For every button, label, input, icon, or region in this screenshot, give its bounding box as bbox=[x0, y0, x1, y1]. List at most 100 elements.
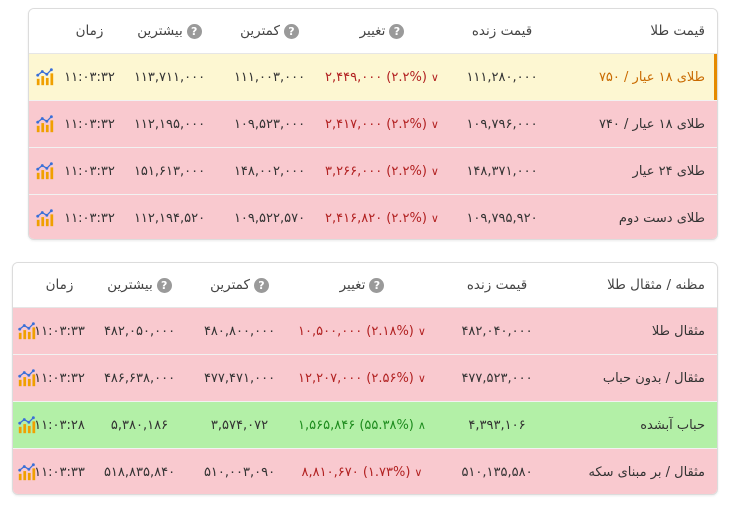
price-change: ∨ ۱۲,۲۰۷,۰۰۰ (۲.۵۶%) bbox=[292, 355, 432, 401]
row-name[interactable]: طلای ۱۸ عیار / ۷۴۰ bbox=[555, 101, 705, 147]
price-change-value: ۲,۴۱۶,۸۲۰ (۲.۲%) bbox=[325, 210, 427, 226]
row-name-label: طلای ۱۸ عیار / ۷۵۰ bbox=[598, 69, 705, 85]
update-time: ۱۱:۰۳:۳۲ bbox=[64, 163, 115, 179]
row-name-label: طلای ۲۴ عیار bbox=[632, 163, 705, 179]
price-change-value: ۲,۴۴۹,۰۰۰ (۲.۲%) bbox=[325, 69, 427, 85]
update-time: ۱۱:۰۳:۳۳ bbox=[34, 464, 85, 480]
chart-icon[interactable] bbox=[35, 101, 55, 147]
row-name[interactable]: مثقال / بر مبنای سکه bbox=[575, 449, 705, 494]
update-time: ۱۱:۰۳:۳۲ bbox=[64, 210, 115, 226]
gold-price-table: قیمت طلا قیمت زنده? تغییر? کمترین? بیشترین زم… bbox=[28, 8, 718, 240]
max-price: ۱۱۲,۱۹۴,۵۲۰ bbox=[133, 210, 206, 226]
price-change: ∨ ۳,۲۶۶,۰۰۰ (۲.۲%) bbox=[322, 148, 442, 194]
update-time: ۱۱:۰۳:۲۸ bbox=[34, 417, 85, 433]
table-row[interactable]: طلای ۱۸ عیار / ۷۴۰ ۱۰۹,۷۹۶,۰۰۰ ∨ ۲,۴۱۷,۰۰۰ … bbox=[29, 101, 717, 148]
table-row[interactable]: طلای ۲۴ عیار ۱۴۸,۳۷۱,۰۰۰ ∨ ۳,۲۶۶,۰۰۰ (۲.۲%)… bbox=[29, 148, 717, 195]
update-time: ۱۱:۰۳:۳۲ bbox=[64, 116, 115, 132]
chevron-down-icon: ∨ bbox=[430, 164, 439, 178]
max-price: ۴۸۶,۶۳۸,۰۰۰ bbox=[103, 370, 176, 386]
update-time: ۱۱:۰۳:۳۳ bbox=[34, 323, 85, 339]
row-name-label: طلای ۱۸ عیار / ۷۴۰ bbox=[598, 116, 705, 132]
chevron-down-icon: ∨ bbox=[414, 465, 423, 479]
live-price: ۴,۳۹۳,۱۰۶ bbox=[468, 417, 526, 433]
live-price: ۵۱۰,۱۳۵,۵۸۰ bbox=[461, 464, 533, 480]
update-time: ۱۱:۰۳:۳۲ bbox=[64, 69, 115, 85]
price-change-value: ۲,۴۱۷,۰۰۰ (۲.۲%) bbox=[325, 116, 427, 132]
min-price: ۱۰۹,۵۲۲,۵۷۰ bbox=[233, 210, 306, 226]
row-name[interactable]: مثقال طلا bbox=[575, 308, 705, 354]
price-change-value: ۱۰,۵۰۰,۰۰۰ (۲.۱۸%) bbox=[298, 323, 414, 339]
min-price: ۳,۵۷۴,۰۷۲ bbox=[210, 417, 269, 433]
header-label: مظنه / مثقال طلا bbox=[607, 277, 705, 293]
chevron-down-icon: ∨ bbox=[430, 211, 439, 225]
chart-icon[interactable] bbox=[17, 402, 37, 448]
price-change-value: ۸,۸۱۰,۶۷۰ (۱.۷۳%) bbox=[301, 464, 411, 480]
table-row[interactable]: حباب آبشده ۴,۳۹۳,۱۰۶ ∧ ۱,۵۶۵,۸۴۶ (۵۵.۳۸%) ۳,… bbox=[13, 402, 717, 449]
min-price: ۱۱۱,۰۰۳,۰۰۰ bbox=[233, 69, 306, 85]
row-name-label: مثقال طلا bbox=[651, 323, 705, 339]
min-price: ۱۴۸,۰۰۲,۰۰۰ bbox=[233, 163, 306, 179]
update-time: ۱۱:۰۳:۳۲ bbox=[34, 370, 85, 386]
header-name: مظنه / مثقال طلا bbox=[575, 263, 705, 307]
price-change-value: ۳,۲۶۶,۰۰۰ (۲.۲%) bbox=[325, 163, 427, 179]
live-price: ۴۷۷,۵۲۳,۰۰۰ bbox=[461, 370, 533, 386]
table-row[interactable]: طلای ۱۸ عیار / ۷۵۰ ۱۱۱,۲۸۰,۰۰۰ ∨ ۲,۴۴۹,۰۰۰ … bbox=[29, 54, 717, 101]
price-change: ∨ ۸,۸۱۰,۶۷۰ (۱.۷۳%) bbox=[292, 449, 432, 494]
header-name: قیمت طلا bbox=[555, 9, 705, 53]
chart-icon[interactable] bbox=[17, 308, 37, 354]
max-price: ۱۱۲,۱۹۵,۰۰۰ bbox=[133, 116, 206, 132]
mesghal-price-table: مظنه / مثقال طلا قیمت زنده? تغییر? کمترین? ب… bbox=[12, 262, 718, 495]
row-name-label: طلای دست دوم bbox=[618, 210, 705, 226]
chart-icon[interactable] bbox=[17, 355, 37, 401]
table2-header: مظنه / مثقال طلا قیمت زنده? تغییر? کمترین? ب… bbox=[13, 263, 717, 308]
selected-row-indicator bbox=[714, 54, 717, 100]
live-price: ۱۴۸,۳۷۱,۰۰۰ bbox=[466, 163, 538, 179]
table-row[interactable]: طلای دست دوم ۱۰۹,۷۹۵,۹۲۰ ∨ ۲,۴۱۶,۸۲۰ (۲.۲%)… bbox=[29, 195, 717, 239]
min-price: ۴۸۰,۸۰۰,۰۰۰ bbox=[203, 323, 276, 339]
header-live: قیمت زنده bbox=[437, 263, 557, 307]
header-time: زمان bbox=[32, 263, 87, 307]
price-change: ∧ ۱,۵۶۵,۸۴۶ (۵۵.۳۸%) bbox=[292, 402, 432, 448]
max-price: ۱۵۱,۶۱۳,۰۰۰ bbox=[133, 163, 206, 179]
header-label: قیمت زنده bbox=[471, 23, 533, 39]
live-price: ۱۰۹,۷۹۵,۹۲۰ bbox=[466, 210, 538, 226]
row-name[interactable]: طلای ۲۴ عیار bbox=[555, 148, 705, 194]
price-change-value: ۱,۵۶۵,۸۴۶ (۵۵.۳۸%) bbox=[298, 417, 414, 433]
chevron-down-icon: ∨ bbox=[417, 371, 426, 385]
chart-icon[interactable] bbox=[35, 54, 55, 100]
max-price: ۵۱۸,۸۳۵,۸۴۰ bbox=[103, 464, 176, 480]
price-change: ∨ ۲,۴۴۹,۰۰۰ (۲.۲%) bbox=[322, 54, 442, 100]
chevron-down-icon: ∨ bbox=[430, 70, 439, 84]
row-name[interactable]: حباب آبشده bbox=[575, 402, 705, 448]
help-icon[interactable]: ? bbox=[156, 277, 172, 293]
header-time: زمان bbox=[62, 9, 117, 53]
help-icon[interactable]: ? bbox=[253, 277, 269, 293]
live-price: ۴۸۲,۰۴۰,۰۰۰ bbox=[461, 323, 533, 339]
min-price: ۴۷۷,۴۷۱,۰۰۰ bbox=[203, 370, 276, 386]
chart-icon[interactable] bbox=[17, 449, 37, 494]
header-label: تغییر bbox=[359, 23, 386, 39]
header-change: ? تغییر bbox=[292, 263, 432, 307]
table1-header: قیمت طلا قیمت زنده? تغییر? کمترین? بیشترین زم… bbox=[29, 9, 717, 54]
help-icon[interactable]: ? bbox=[283, 23, 299, 39]
row-name[interactable]: مثقال / بدون حباب bbox=[575, 355, 705, 401]
table-row[interactable]: مثقال طلا ۴۸۲,۰۴۰,۰۰۰ ∨ ۱۰,۵۰۰,۰۰۰ (۲.۱۸%) ۴… bbox=[13, 308, 717, 355]
row-name-label: حباب آبشده bbox=[640, 417, 705, 433]
header-max: ? بیشترین bbox=[122, 9, 217, 53]
min-price: ۱۰۹,۵۲۳,۰۰۰ bbox=[233, 116, 306, 132]
row-name[interactable]: طلای دست دوم bbox=[555, 195, 705, 239]
help-icon[interactable]: ? bbox=[186, 23, 202, 39]
chart-icon[interactable] bbox=[35, 148, 55, 194]
max-price: ۱۱۳,۷۱۱,۰۰۰ bbox=[133, 69, 206, 85]
help-icon[interactable]: ? bbox=[369, 277, 385, 293]
chart-icon[interactable] bbox=[35, 195, 55, 239]
header-label: زمان bbox=[75, 23, 104, 39]
table-row[interactable]: مثقال / بدون حباب ۴۷۷,۵۲۳,۰۰۰ ∨ ۱۲,۲۰۷,۰۰۰ … bbox=[13, 355, 717, 402]
max-price: ۴۸۲,۰۵۰,۰۰۰ bbox=[103, 323, 176, 339]
table-row[interactable]: مثقال / بر مبنای سکه ۵۱۰,۱۳۵,۵۸۰ ∨ ۸,۸۱۰,۶۷… bbox=[13, 449, 717, 494]
min-price: ۵۱۰,۰۰۳,۰۹۰ bbox=[203, 464, 276, 480]
help-icon[interactable]: ? bbox=[389, 23, 405, 39]
header-min: ? کمترین bbox=[192, 263, 287, 307]
row-name[interactable]: طلای ۱۸ عیار / ۷۵۰ bbox=[555, 54, 705, 100]
row-name-label: مثقال / بدون حباب bbox=[602, 370, 705, 386]
